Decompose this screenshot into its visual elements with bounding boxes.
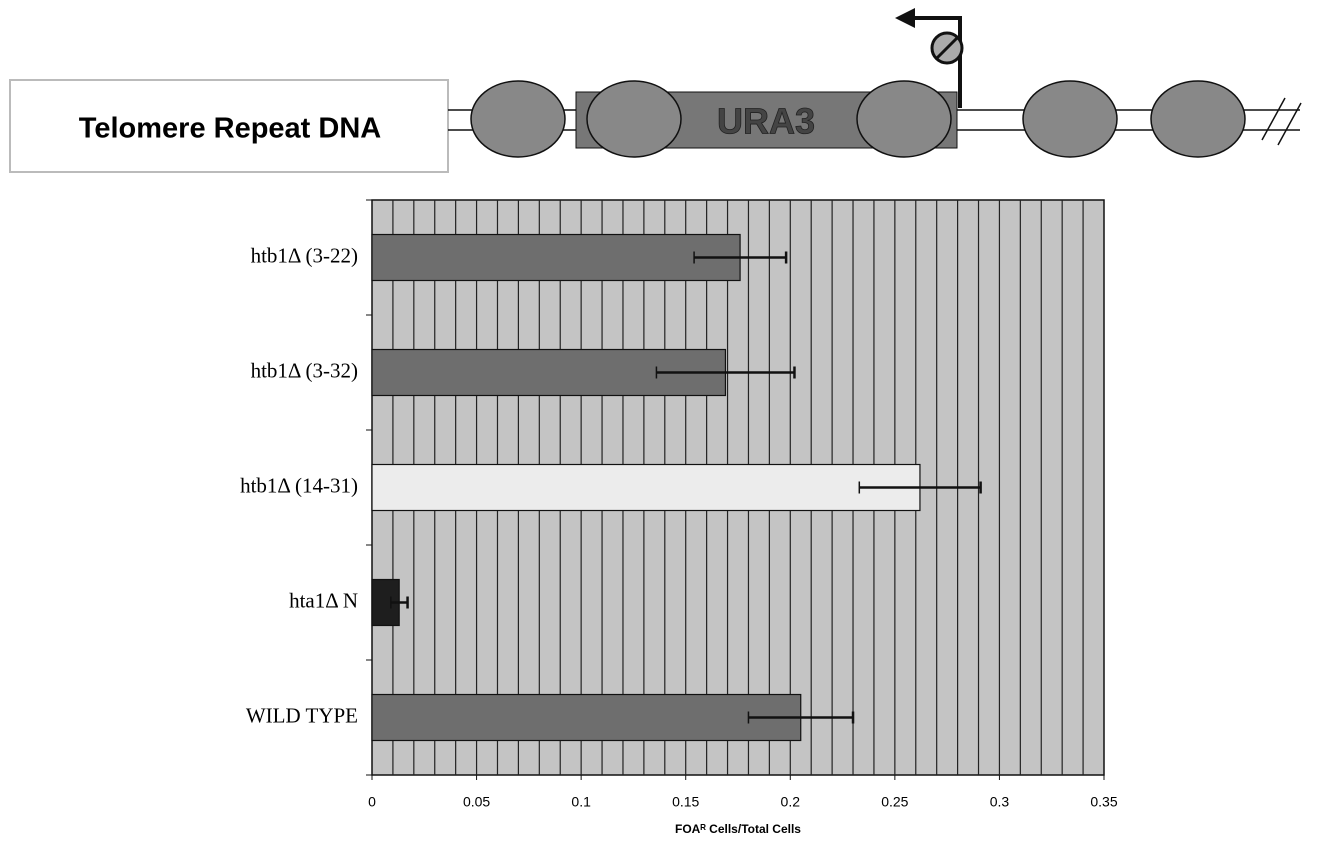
x-tick-label: 0.25 xyxy=(881,794,908,810)
nucleosome xyxy=(1151,81,1245,157)
x-tick-label: 0.05 xyxy=(463,794,490,810)
arrow-head xyxy=(895,8,915,28)
break-mark xyxy=(1262,98,1285,140)
x-axis-label: FOAᴿ Cells/Total Cells xyxy=(675,822,801,836)
bar xyxy=(372,465,920,511)
x-tick-label: 0.2 xyxy=(781,794,801,810)
page: Telomere Repeat DNA URA3 0 0.05 0.1 0.15 0.2… xyxy=(0,0,1318,844)
nucleosome xyxy=(857,81,951,157)
y-tick-label: WILD TYPE xyxy=(246,703,358,727)
figure: Telomere Repeat DNA URA3 0 0.05 0.1 0.15 0.2… xyxy=(0,0,1318,844)
bar xyxy=(372,235,740,281)
x-tick-label: 0.3 xyxy=(990,794,1010,810)
diagram: Telomere Repeat DNA URA3 xyxy=(10,8,1301,172)
y-tick-label: htb1Δ (3-32) xyxy=(251,358,358,382)
y-tick-label: hta1Δ N xyxy=(289,588,358,612)
nucleosome xyxy=(471,81,565,157)
x-tick-label: 0 xyxy=(368,794,376,810)
diagram-label: Telomere Repeat DNA xyxy=(79,113,381,145)
bar xyxy=(372,695,801,741)
nucleosome xyxy=(1023,81,1117,157)
y-tick-label: htb1Δ (14-31) xyxy=(240,473,358,497)
x-tick-label: 0.15 xyxy=(672,794,699,810)
gene-label: URA3 xyxy=(717,101,815,142)
plot: 0 0.05 0.1 0.15 0.2 0.25 0.3 0.35 htb1Δ (3-22) ht… xyxy=(240,200,1118,836)
nucleosome xyxy=(587,81,681,157)
y-tick-label: htb1Δ (3-22) xyxy=(251,243,358,267)
x-tick-label: 0.1 xyxy=(571,794,591,810)
x-tick-label: 0.35 xyxy=(1090,794,1117,810)
